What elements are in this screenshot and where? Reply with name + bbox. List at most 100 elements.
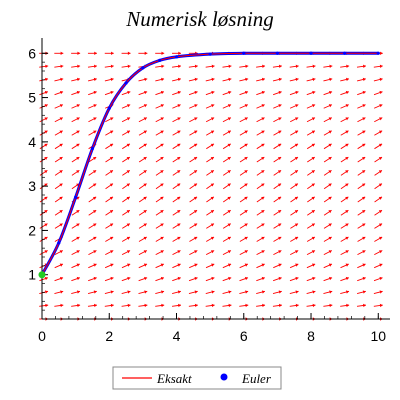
field-arrow-head — [177, 196, 181, 200]
field-arrow — [104, 77, 114, 82]
field-arrow — [306, 77, 316, 82]
field-arrow-head — [295, 90, 299, 95]
field-arrow — [71, 143, 80, 150]
field-arrow — [273, 169, 282, 176]
field-arrow-head — [211, 263, 215, 267]
field-arrow-head — [294, 143, 299, 147]
field-arrow-head — [227, 143, 231, 147]
field-arrow-head — [93, 223, 97, 227]
field-arrow — [239, 183, 248, 190]
field-arrow — [272, 64, 282, 69]
field-arrow-head — [44, 104, 48, 108]
field-arrow-head — [76, 104, 80, 108]
field-arrow — [71, 104, 80, 109]
field-arrow — [307, 156, 316, 163]
field-arrow — [356, 77, 366, 82]
field-arrow — [39, 117, 48, 123]
field-arrow-head — [194, 250, 198, 254]
field-arrow-head — [126, 236, 130, 240]
field-arrow — [54, 51, 64, 56]
field-arrow-head — [227, 170, 231, 174]
field-arrow — [272, 77, 282, 82]
field-arrow-head — [278, 263, 282, 267]
field-arrow — [172, 90, 181, 96]
field-arrow — [155, 290, 165, 294]
field-arrow — [290, 223, 299, 229]
field-arrow-head — [295, 303, 299, 308]
euler-point — [242, 51, 246, 55]
field-arrow — [39, 90, 49, 96]
field-arrow — [172, 223, 181, 229]
field-arrow — [138, 104, 148, 109]
field-arrow — [356, 290, 366, 294]
field-arrow — [155, 250, 164, 256]
field-arrow-head — [295, 77, 299, 82]
field-arrow — [306, 223, 316, 229]
field-arrow — [205, 104, 215, 109]
field-arrow — [222, 196, 231, 203]
field-arrow-head — [193, 143, 198, 147]
field-arrow — [105, 196, 114, 203]
field-arrow — [289, 290, 299, 294]
field-arrow-head — [277, 183, 282, 187]
field-arrow-head — [379, 77, 383, 82]
field-arrow-head — [328, 276, 333, 281]
field-arrow — [54, 169, 63, 176]
field-arrow-head — [362, 104, 366, 108]
field-arrow-head — [261, 183, 265, 187]
field-arrow — [155, 77, 165, 82]
field-arrow — [373, 290, 383, 294]
field-arrow — [172, 290, 181, 294]
field-arrow-head — [362, 117, 366, 121]
field-arrow — [256, 104, 265, 109]
field-arrow — [122, 143, 131, 150]
field-arrow — [239, 143, 248, 150]
field-arrow-head — [76, 117, 80, 121]
field-arrow-head — [143, 143, 147, 147]
field-arrow-head — [362, 90, 366, 95]
field-arrow — [189, 223, 198, 229]
field-arrow — [206, 223, 215, 229]
field-arrow-head — [126, 183, 130, 187]
field-arrow — [222, 290, 232, 294]
field-arrow — [340, 104, 349, 109]
field-arrow — [222, 209, 231, 216]
field-arrow — [222, 183, 231, 190]
field-arrow — [155, 143, 164, 150]
field-arrow — [155, 90, 165, 96]
field-arrow-head — [211, 90, 215, 95]
field-arrow — [273, 250, 282, 256]
field-arrow — [340, 276, 350, 282]
field-arrow — [340, 77, 350, 82]
field-arrow — [323, 236, 332, 242]
field-arrow-head — [59, 90, 64, 95]
field-arrow-head — [178, 51, 182, 56]
field-arrow-head — [362, 143, 366, 147]
field-arrow-head — [227, 250, 231, 254]
field-arrow-head — [177, 117, 181, 121]
field-arrow-head — [60, 51, 64, 56]
eksakt-series-line — [41, 52, 379, 275]
field-arrow — [71, 209, 80, 216]
field-arrow-head — [60, 290, 64, 294]
field-arrow-head — [44, 117, 48, 121]
field-arrow — [104, 51, 114, 56]
field-arrow-head — [160, 117, 164, 121]
field-arrow — [273, 130, 282, 136]
field-arrow-head — [329, 77, 333, 82]
legend-eksakt-label: Eksakt — [156, 371, 192, 386]
field-arrow-head — [261, 90, 265, 95]
field-arrow-head — [143, 104, 147, 108]
field-arrow-head — [261, 104, 265, 108]
field-arrow — [356, 64, 366, 69]
field-arrow-head — [44, 90, 48, 95]
field-arrow-head — [177, 157, 181, 161]
field-arrow — [273, 117, 282, 123]
field-arrow — [189, 250, 198, 256]
field-arrow-head — [92, 157, 97, 161]
field-arrow-head — [160, 183, 164, 187]
field-arrow — [105, 209, 114, 216]
euler-point — [174, 55, 179, 59]
field-arrow — [138, 303, 148, 308]
field-arrow — [121, 303, 131, 308]
